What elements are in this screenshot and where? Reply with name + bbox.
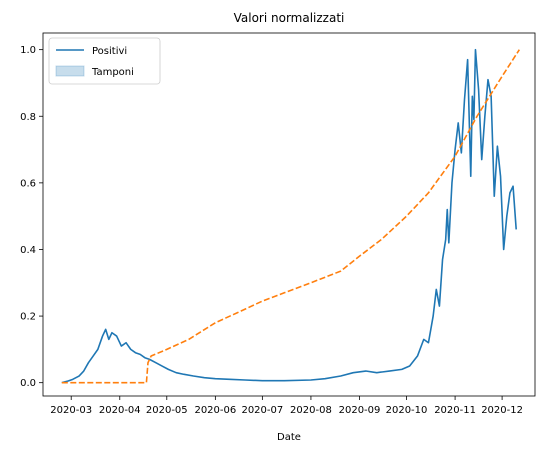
legend-positivi-label: Positivi bbox=[92, 46, 127, 57]
series-line-dashed bbox=[61, 49, 521, 384]
legend-tamponi-swatch bbox=[55, 65, 85, 77]
x-tick-label: 2020-08 bbox=[290, 405, 332, 416]
x-tick-label: 2020-07 bbox=[241, 405, 283, 416]
y-tick-label: 0.8 bbox=[20, 112, 36, 123]
x-tick-label: 2020-09 bbox=[339, 405, 381, 416]
y-tick-label: 1.0 bbox=[20, 45, 36, 56]
plot-frame bbox=[42, 32, 536, 397]
x-tick-label: 2020-11 bbox=[434, 405, 476, 416]
chart-title: Valori normalizzati bbox=[234, 11, 345, 25]
legend: Positivi Tamponi bbox=[48, 37, 161, 85]
legend-tamponi-label: Tamponi bbox=[91, 67, 134, 78]
y-tick-label: 0.0 bbox=[20, 378, 36, 389]
series-line-positivi bbox=[61, 48, 517, 384]
x-tick-label: 2020-05 bbox=[146, 405, 188, 416]
x-tick-label: 2020-04 bbox=[99, 405, 141, 416]
y-axis: 0.0 0.2 0.4 0.6 0.8 1.0 bbox=[20, 45, 43, 389]
y-tick-label: 0.6 bbox=[20, 178, 36, 189]
x-tick-label: 2020-06 bbox=[194, 405, 236, 416]
x-axis-label: Date bbox=[277, 432, 301, 443]
x-tick-label: 2020-03 bbox=[50, 405, 92, 416]
x-tick-label: 2020-10 bbox=[386, 405, 428, 416]
y-tick-label: 0.4 bbox=[20, 245, 36, 256]
x-axis: 2020-03 2020-04 2020-05 2020-06 2020-07 2020-… bbox=[50, 396, 523, 416]
x-tick-label: 2020-12 bbox=[481, 405, 523, 416]
y-tick-label: 0.2 bbox=[20, 312, 36, 323]
